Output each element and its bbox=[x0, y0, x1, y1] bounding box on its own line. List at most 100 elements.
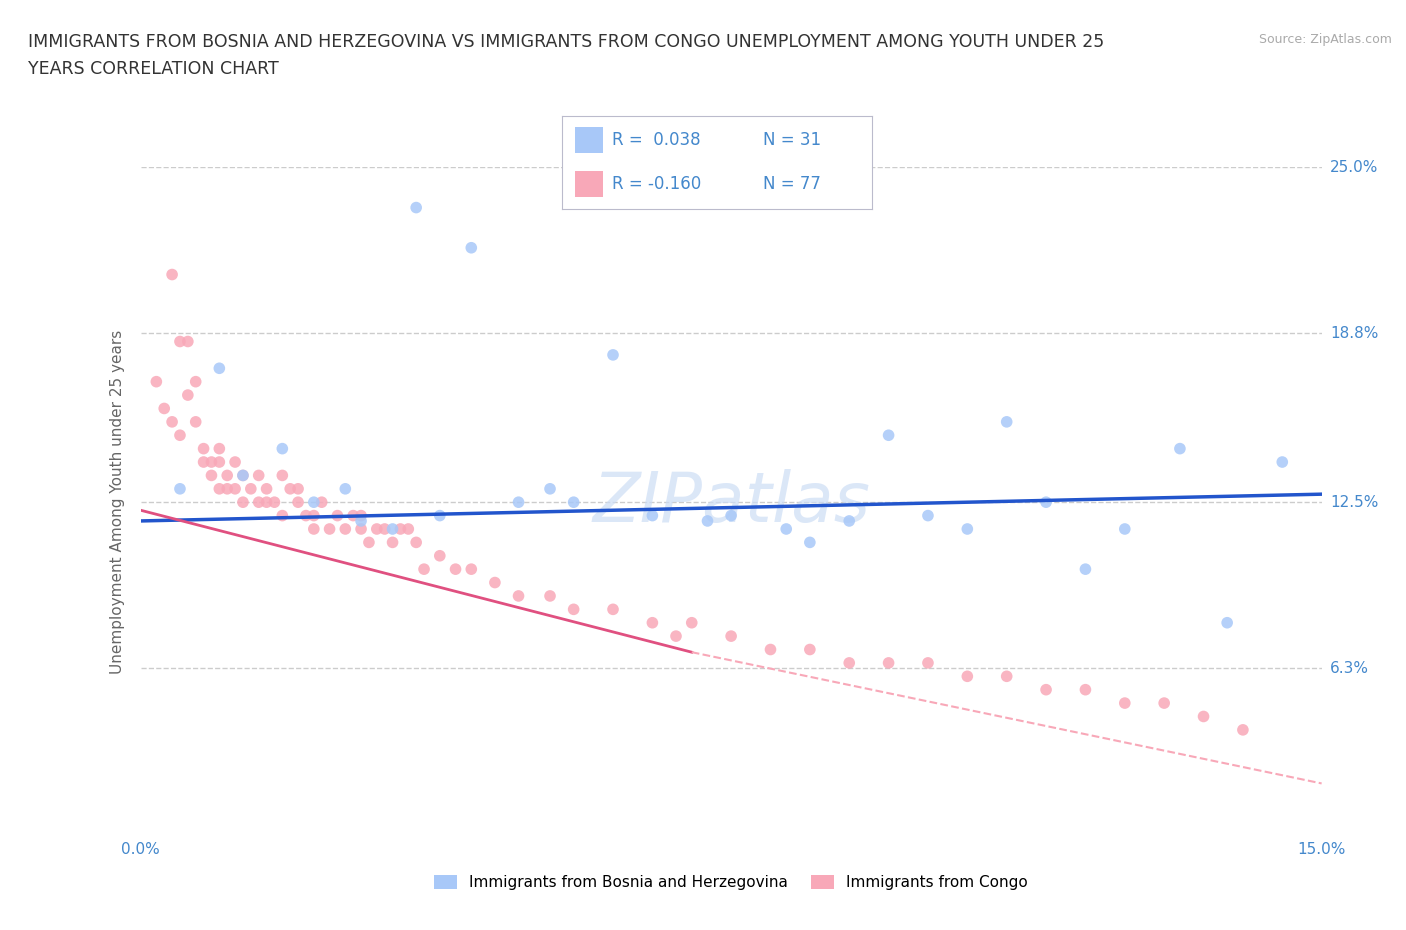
Point bbox=[169, 334, 191, 349]
Text: 12.5%: 12.5% bbox=[1330, 495, 1378, 510]
Point bbox=[720, 508, 742, 523]
Point bbox=[302, 522, 325, 537]
Point bbox=[311, 495, 333, 510]
Point bbox=[335, 482, 357, 497]
Point bbox=[917, 508, 939, 523]
Point bbox=[160, 267, 183, 282]
Point bbox=[318, 522, 340, 537]
Point bbox=[263, 495, 285, 510]
Point bbox=[562, 495, 585, 510]
Point bbox=[200, 468, 222, 483]
Text: 18.8%: 18.8% bbox=[1330, 326, 1378, 341]
FancyBboxPatch shape bbox=[575, 171, 603, 197]
Point bbox=[602, 348, 624, 363]
Point bbox=[877, 428, 900, 443]
Point bbox=[799, 642, 821, 657]
Point bbox=[381, 522, 404, 537]
Point bbox=[208, 482, 231, 497]
Point bbox=[429, 508, 451, 523]
Point bbox=[169, 482, 191, 497]
Point bbox=[956, 522, 979, 537]
Point bbox=[208, 441, 231, 456]
Point bbox=[271, 441, 294, 456]
Point bbox=[1271, 455, 1294, 470]
Point bbox=[357, 535, 380, 550]
Text: YEARS CORRELATION CHART: YEARS CORRELATION CHART bbox=[28, 60, 278, 78]
Point bbox=[184, 374, 207, 389]
Point bbox=[602, 602, 624, 617]
Point bbox=[145, 374, 167, 389]
Point bbox=[326, 508, 349, 523]
Point bbox=[177, 334, 200, 349]
Point bbox=[995, 669, 1018, 684]
Point bbox=[460, 562, 482, 577]
Point bbox=[665, 629, 688, 644]
Point bbox=[177, 388, 200, 403]
Point bbox=[1035, 683, 1057, 698]
Point bbox=[302, 495, 325, 510]
Point bbox=[350, 508, 373, 523]
Text: R =  0.038: R = 0.038 bbox=[612, 131, 700, 150]
Point bbox=[193, 455, 215, 470]
Point bbox=[538, 589, 561, 604]
Text: N = 77: N = 77 bbox=[763, 175, 821, 193]
Legend: Immigrants from Bosnia and Herzegovina, Immigrants from Congo: Immigrants from Bosnia and Herzegovina, … bbox=[427, 869, 1035, 897]
Point bbox=[271, 508, 294, 523]
Point bbox=[193, 441, 215, 456]
Text: Source: ZipAtlas.com: Source: ZipAtlas.com bbox=[1258, 33, 1392, 46]
Point bbox=[200, 455, 222, 470]
Point bbox=[247, 495, 270, 510]
Point bbox=[696, 513, 718, 528]
Text: R = -0.160: R = -0.160 bbox=[612, 175, 702, 193]
Point bbox=[838, 513, 860, 528]
Point bbox=[278, 482, 301, 497]
Point bbox=[295, 508, 318, 523]
Point bbox=[256, 482, 278, 497]
Point bbox=[287, 482, 309, 497]
Point bbox=[247, 468, 270, 483]
Point bbox=[396, 522, 419, 537]
Point bbox=[405, 200, 427, 215]
Point bbox=[160, 415, 183, 430]
Point bbox=[562, 602, 585, 617]
Point bbox=[1114, 522, 1136, 537]
Text: N = 31: N = 31 bbox=[763, 131, 821, 150]
Point bbox=[641, 508, 664, 523]
Text: 6.3%: 6.3% bbox=[1330, 660, 1369, 676]
Point bbox=[217, 482, 239, 497]
Point bbox=[1232, 723, 1254, 737]
Point bbox=[681, 616, 703, 631]
Point bbox=[995, 415, 1018, 430]
Point bbox=[232, 495, 254, 510]
Point bbox=[444, 562, 467, 577]
Point bbox=[287, 495, 309, 510]
Point bbox=[956, 669, 979, 684]
Point bbox=[239, 482, 262, 497]
Point bbox=[374, 522, 396, 537]
Point bbox=[413, 562, 436, 577]
Point bbox=[641, 616, 664, 631]
Point bbox=[1035, 495, 1057, 510]
Point bbox=[838, 656, 860, 671]
Point bbox=[208, 455, 231, 470]
Point bbox=[381, 535, 404, 550]
Point bbox=[302, 508, 325, 523]
Point bbox=[153, 401, 176, 416]
Text: IMMIGRANTS FROM BOSNIA AND HERZEGOVINA VS IMMIGRANTS FROM CONGO UNEMPLOYMENT AMO: IMMIGRANTS FROM BOSNIA AND HERZEGOVINA V… bbox=[28, 33, 1104, 50]
Point bbox=[1114, 696, 1136, 711]
Point bbox=[232, 468, 254, 483]
Point bbox=[775, 522, 797, 537]
Point bbox=[217, 468, 239, 483]
Point bbox=[224, 455, 246, 470]
Point bbox=[1153, 696, 1175, 711]
Point bbox=[350, 513, 373, 528]
Point bbox=[1168, 441, 1191, 456]
Point bbox=[335, 522, 357, 537]
Point bbox=[342, 508, 364, 523]
Point bbox=[169, 428, 191, 443]
Y-axis label: Unemployment Among Youth under 25 years: Unemployment Among Youth under 25 years bbox=[110, 330, 125, 674]
Point bbox=[484, 575, 506, 590]
Point bbox=[1216, 616, 1239, 631]
Point bbox=[350, 522, 373, 537]
Point bbox=[460, 240, 482, 255]
